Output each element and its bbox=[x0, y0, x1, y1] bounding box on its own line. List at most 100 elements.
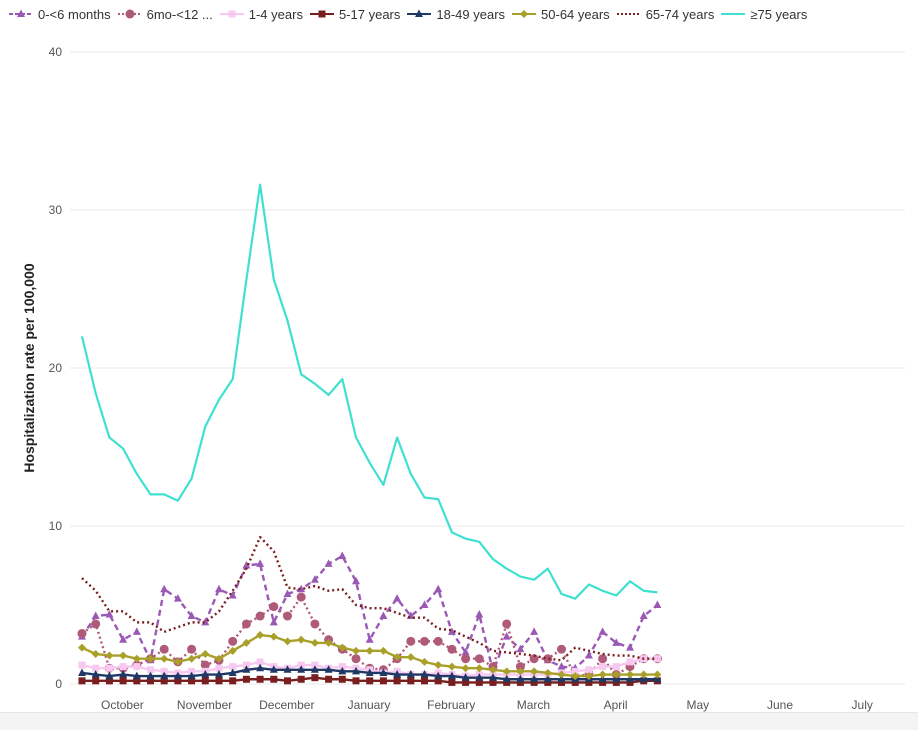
data-point bbox=[406, 670, 415, 678]
chart-svg: Hospitalization rate per 100,000 0 10 20 30… bbox=[21, 45, 905, 712]
data-point bbox=[269, 617, 278, 626]
data-point bbox=[133, 663, 141, 671]
data-point bbox=[228, 591, 237, 599]
data-point bbox=[626, 678, 634, 686]
data-point bbox=[297, 584, 306, 593]
x-tick-label: July bbox=[852, 698, 873, 712]
data-point bbox=[599, 678, 607, 686]
data-point bbox=[187, 644, 197, 654]
data-point bbox=[105, 677, 113, 685]
legend-item[interactable]: ≥75 years bbox=[720, 7, 807, 22]
data-point bbox=[516, 644, 525, 653]
data-point bbox=[119, 670, 128, 678]
x-tick-label: October bbox=[101, 698, 144, 712]
data-point bbox=[598, 654, 608, 664]
data-point bbox=[544, 678, 552, 686]
data-point bbox=[174, 677, 182, 685]
legend-item[interactable]: 1-4 years bbox=[219, 7, 303, 22]
legend-item[interactable]: 65-74 years bbox=[616, 6, 715, 22]
data-point bbox=[448, 678, 456, 686]
data-point bbox=[529, 654, 539, 664]
data-point bbox=[379, 646, 388, 655]
data-point bbox=[434, 584, 443, 593]
data-point bbox=[160, 671, 169, 680]
data-point bbox=[653, 670, 662, 679]
data-point bbox=[447, 644, 457, 654]
data-point bbox=[188, 677, 196, 685]
data-point bbox=[461, 673, 470, 681]
data-point bbox=[338, 666, 347, 675]
data-point bbox=[626, 643, 634, 651]
data-point bbox=[284, 677, 291, 685]
data-point bbox=[283, 637, 292, 646]
x-tick-label: May bbox=[686, 698, 709, 712]
data-point bbox=[520, 10, 529, 18]
grid-layer bbox=[70, 51, 905, 685]
legend-label: 0-<6 months bbox=[38, 6, 111, 22]
data-point bbox=[530, 667, 539, 676]
data-point bbox=[447, 627, 456, 635]
data-point bbox=[530, 627, 539, 635]
legend-item[interactable]: 6mo-<12 ... bbox=[117, 7, 213, 22]
data-point bbox=[269, 602, 279, 612]
data-point bbox=[215, 664, 223, 672]
data-point bbox=[474, 654, 484, 664]
data-point bbox=[324, 665, 333, 673]
data-point bbox=[132, 654, 141, 663]
data-point bbox=[557, 670, 566, 679]
y-tick-label: 30 bbox=[49, 203, 63, 217]
data-point bbox=[338, 675, 346, 683]
data-point bbox=[502, 632, 511, 640]
series-line bbox=[81, 535, 658, 662]
data-point bbox=[338, 643, 347, 652]
legend-swatch-icon bbox=[407, 9, 432, 17]
data-point bbox=[310, 665, 319, 673]
data-point bbox=[598, 627, 607, 635]
x-tick-label: March bbox=[517, 698, 550, 712]
x-tick-label: November bbox=[177, 698, 232, 712]
data-point bbox=[91, 619, 101, 629]
axis-layer: Hospitalization rate per 100,000 0 10 20 30… bbox=[21, 45, 873, 712]
data-point bbox=[297, 665, 306, 673]
data-point bbox=[516, 674, 525, 683]
data-point bbox=[310, 619, 320, 629]
data-point bbox=[379, 611, 388, 620]
series-layer bbox=[77, 183, 662, 686]
x-tick-label: April bbox=[604, 698, 628, 712]
data-point bbox=[434, 671, 443, 680]
data-point bbox=[489, 665, 497, 674]
data-point bbox=[297, 661, 305, 669]
series-line bbox=[80, 183, 658, 600]
legend-item[interactable]: 50-64 years bbox=[511, 7, 610, 22]
data-point bbox=[571, 672, 580, 681]
legend-label: 65-74 years bbox=[645, 6, 715, 22]
data-point bbox=[160, 654, 169, 663]
data-point bbox=[269, 665, 278, 673]
data-point bbox=[119, 663, 127, 671]
data-point bbox=[187, 654, 196, 663]
data-point bbox=[200, 660, 210, 670]
data-point bbox=[515, 662, 525, 672]
data-point bbox=[297, 635, 306, 644]
legend-item[interactable]: 18-49 years bbox=[406, 7, 505, 22]
data-point bbox=[146, 671, 155, 680]
data-point bbox=[543, 654, 553, 664]
legend-item[interactable]: 5-17 years bbox=[309, 7, 400, 22]
legend-label: 5-17 years bbox=[338, 6, 401, 22]
data-point bbox=[160, 667, 168, 675]
data-point bbox=[228, 668, 237, 676]
data-point bbox=[420, 600, 429, 608]
data-point bbox=[530, 678, 538, 686]
data-point bbox=[653, 600, 662, 608]
legend-swatch-icon bbox=[117, 9, 142, 19]
data-point bbox=[639, 670, 648, 679]
legend-item[interactable]: 0-<6 months bbox=[8, 7, 111, 22]
legend-label: 50-64 years bbox=[541, 6, 610, 22]
data-point bbox=[406, 636, 416, 646]
data-point bbox=[420, 657, 429, 666]
x-tick-label: February bbox=[427, 698, 475, 712]
data-point bbox=[543, 668, 552, 677]
data-point bbox=[17, 9, 25, 17]
data-point bbox=[516, 667, 525, 676]
data-point bbox=[352, 666, 360, 675]
